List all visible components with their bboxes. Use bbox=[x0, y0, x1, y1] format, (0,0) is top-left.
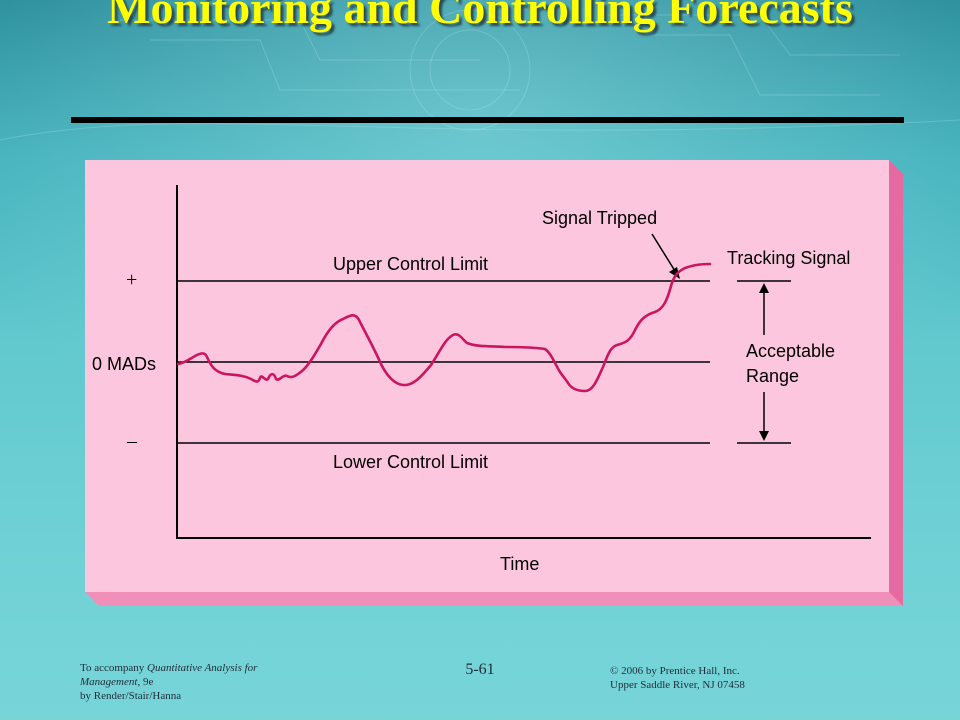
page-number: 5-61 bbox=[465, 661, 495, 678]
range-label: Range bbox=[746, 366, 800, 386]
panel-right-edge bbox=[889, 160, 903, 606]
range-arrowhead-up bbox=[759, 283, 769, 293]
x-axis-label: Time bbox=[500, 554, 540, 574]
lower-control-limit-label: Lower Control Limit bbox=[333, 452, 489, 472]
footer-citation-line1: To accompany Quantitative Analysis for bbox=[80, 662, 258, 674]
signal-tripped-arrowhead bbox=[669, 267, 680, 279]
acceptable-label: Acceptable bbox=[746, 341, 836, 361]
copyright-line1: © 2006 by Prentice Hall, Inc. bbox=[610, 665, 740, 677]
panel-face bbox=[85, 160, 889, 592]
copyright-line2: Upper Saddle River, NJ 07458 bbox=[610, 679, 745, 691]
plus-sign: + bbox=[126, 269, 138, 291]
upper-control-limit-label: Upper Control Limit bbox=[333, 254, 489, 274]
minus-sign: – bbox=[127, 430, 137, 452]
figure-canvas bbox=[85, 160, 903, 606]
footer-citation-line3: by Render/Stair/Hanna bbox=[80, 690, 182, 702]
signal-tripped-arrow bbox=[651, 233, 676, 272]
footer-citation-line2: Management, 9e bbox=[80, 676, 154, 688]
range-arrowhead-down bbox=[759, 431, 769, 441]
footer-copyright: © 2006 by Prentice Hall, Inc. Upper Sadd… bbox=[610, 664, 745, 692]
tracking-signal-label: Tracking Signal bbox=[727, 248, 851, 268]
title-divider bbox=[71, 117, 904, 123]
footer-citation: To accompany Quantitative Analysis for M… bbox=[80, 661, 257, 703]
tracking-signal-figure: Signal Tripped Tracking Signal Upper Con… bbox=[85, 160, 903, 606]
zero-mads-label: 0 MADs bbox=[92, 354, 157, 374]
signal-tripped-label: Signal Tripped bbox=[542, 208, 658, 228]
slide-title: Monitoring and Controlling Forecasts bbox=[107, 0, 853, 33]
panel-bottom-edge bbox=[85, 592, 903, 606]
tracking-signal-line bbox=[176, 262, 712, 393]
